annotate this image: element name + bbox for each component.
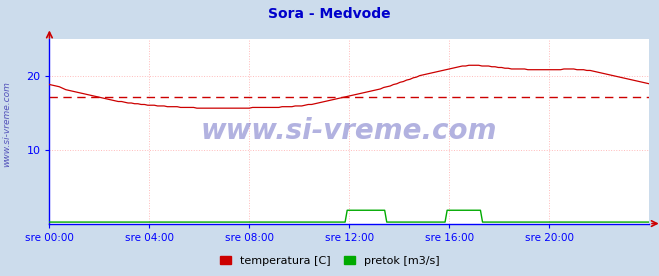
Text: www.si-vreme.com: www.si-vreme.com bbox=[201, 117, 498, 145]
Text: Sora - Medvode: Sora - Medvode bbox=[268, 7, 391, 21]
Text: www.si-vreme.com: www.si-vreme.com bbox=[2, 81, 11, 167]
Legend: temperatura [C], pretok [m3/s]: temperatura [C], pretok [m3/s] bbox=[215, 251, 444, 270]
